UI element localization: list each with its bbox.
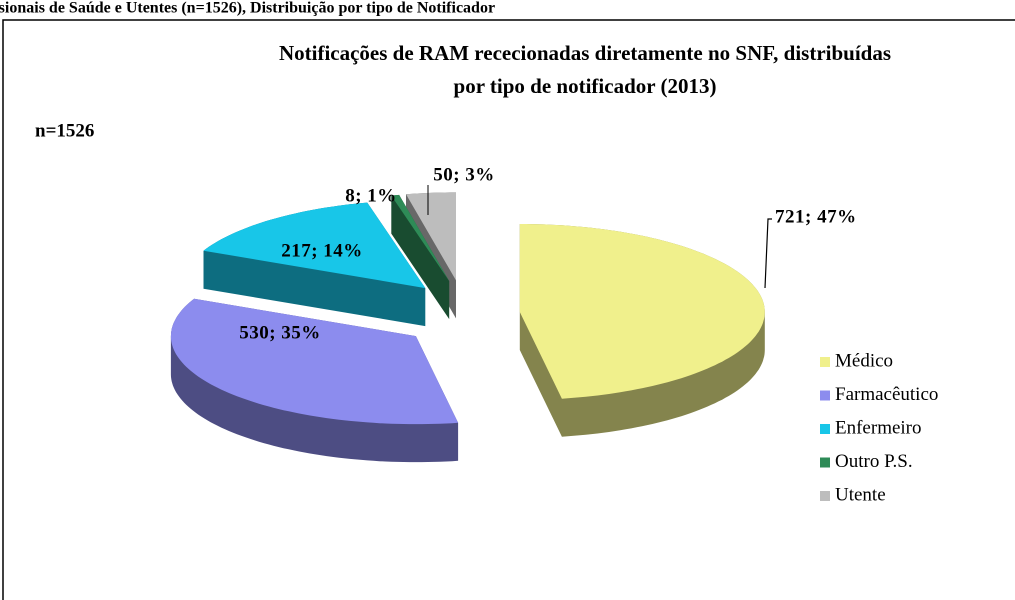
leader-line	[764, 218, 772, 289]
slice-side	[391, 194, 450, 320]
slice	[203, 202, 426, 289]
slice	[391, 194, 450, 282]
legend-swatch	[820, 357, 830, 367]
legend-label: Farmacêutico	[835, 384, 938, 405]
data-label: 721; 47%	[775, 206, 857, 227]
legend-swatch	[820, 424, 830, 434]
data-label: 50; 3%	[433, 164, 495, 185]
annotation: n=1526	[35, 120, 94, 141]
data-label: 217; 14%	[281, 240, 363, 261]
chart-border	[2, 19, 1015, 600]
legend-label: Utente	[835, 484, 886, 505]
legend-label: Médico	[835, 350, 893, 371]
legend-swatch	[820, 457, 830, 468]
chart-title: por tipo de notificador (2013)	[454, 74, 717, 98]
legend-swatch	[820, 491, 830, 501]
slice	[170, 298, 459, 425]
data-label: 8; 1%	[345, 185, 397, 206]
data-label: 530; 35%	[239, 322, 321, 343]
legend-label: Outro P.S.	[835, 451, 913, 472]
legend-swatch	[820, 390, 830, 401]
legend-label: Enfermeiro	[835, 417, 922, 438]
header: issionais de Saúde e Utentes (n=1526), D…	[0, 0, 495, 17]
slice	[406, 192, 456, 281]
chart-title: Notificações de RAM rececionadas diretam…	[279, 41, 891, 65]
slice	[519, 224, 765, 399]
